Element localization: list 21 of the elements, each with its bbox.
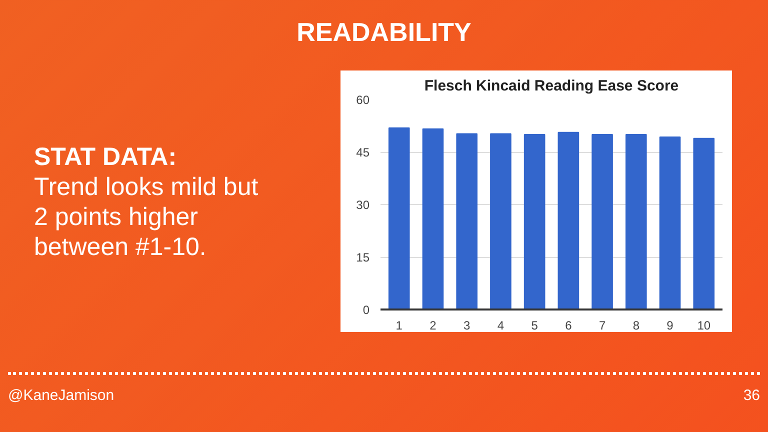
text: READABILITY [296, 16, 472, 49]
text: STAT DATA: [34, 143, 177, 171]
x-tick-label: 2 [430, 318, 437, 332]
y-tick-label: 0 [362, 303, 370, 317]
y-tick-label: 45 [356, 146, 370, 160]
y-tick-label: 30 [356, 198, 370, 212]
x-tick-label: 6 [565, 318, 572, 332]
x-tick-label: 1 [396, 318, 403, 332]
y-tick-label: 15 [356, 250, 370, 264]
x-tick-label: 8 [632, 318, 640, 332]
text: 36 [743, 386, 760, 406]
text: Trend looks mild but 2 points higher between #1-10. [34, 173, 258, 261]
x-tick-label: 7 [598, 318, 606, 332]
y-tick-label: 60 [356, 93, 370, 107]
x-tick-label: 3 [464, 318, 471, 332]
text: @KaneJamison [8, 386, 114, 406]
x-tick-label: 4 [497, 318, 504, 332]
x-tick-label: 10 [697, 318, 711, 332]
x-tick-label: 9 [666, 318, 674, 332]
chart-title: Flesch Kincaid Reading Ease Score [424, 78, 679, 94]
x-tick-label: 5 [531, 318, 538, 332]
